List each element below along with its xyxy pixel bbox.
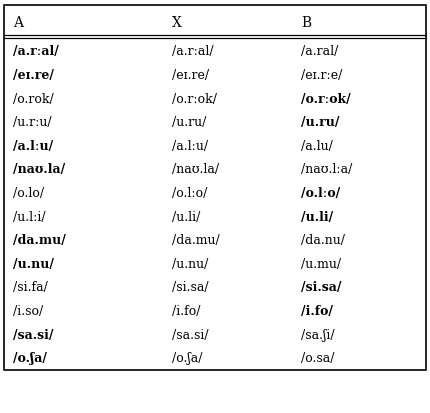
Text: /u.ru/: /u.ru/ (301, 116, 340, 129)
Bar (4, 6, 426, 370)
Text: /i.fo/: /i.fo/ (172, 304, 200, 317)
Text: /naʊ.lːa/: /naʊ.lːa/ (301, 163, 352, 176)
Text: X: X (172, 16, 182, 30)
Text: /sa.si/: /sa.si/ (13, 328, 53, 341)
Text: /o.sa/: /o.sa/ (301, 351, 335, 364)
Text: /si.sa/: /si.sa/ (172, 281, 209, 294)
Text: B: B (301, 16, 311, 30)
Text: /u.li/: /u.li/ (301, 210, 333, 223)
Text: /a.lːu/: /a.lːu/ (172, 140, 208, 152)
Text: /eɪ.re/: /eɪ.re/ (172, 69, 209, 82)
Text: /a.rːal/: /a.rːal/ (172, 45, 214, 58)
Text: /o.rːok/: /o.rːok/ (301, 93, 351, 105)
Text: /naʊ.la/: /naʊ.la/ (13, 163, 65, 176)
Text: /u.nu/: /u.nu/ (172, 257, 209, 270)
Text: /sa.si/: /sa.si/ (172, 328, 209, 341)
Text: /da.mu/: /da.mu/ (172, 234, 220, 247)
Text: /o.lo/: /o.lo/ (13, 187, 44, 199)
Text: A: A (13, 16, 23, 30)
Text: /da.nu/: /da.nu/ (301, 234, 345, 247)
Text: /a.ral/: /a.ral/ (301, 45, 338, 58)
Text: /u.ru/: /u.ru/ (172, 116, 206, 129)
Text: /i.so/: /i.so/ (13, 304, 43, 317)
Text: /o.lːo/: /o.lːo/ (172, 187, 207, 199)
Text: /u.li/: /u.li/ (172, 210, 200, 223)
Text: /sa.ʃi/: /sa.ʃi/ (301, 328, 335, 341)
Text: /u.rːu/: /u.rːu/ (13, 116, 52, 129)
Text: /o.ʃa/: /o.ʃa/ (172, 351, 203, 364)
Text: /i.fo/: /i.fo/ (301, 304, 333, 317)
Text: /u.mu/: /u.mu/ (301, 257, 341, 270)
Text: /eɪ.rːe/: /eɪ.rːe/ (301, 69, 342, 82)
Text: /o.ʃa/: /o.ʃa/ (13, 351, 47, 364)
Text: /eɪ.re/: /eɪ.re/ (13, 69, 54, 82)
Text: /si.sa/: /si.sa/ (301, 281, 341, 294)
Text: /u.nu/: /u.nu/ (13, 257, 54, 270)
Text: /a.rːal/: /a.rːal/ (13, 45, 59, 58)
Text: /si.fa/: /si.fa/ (13, 281, 48, 294)
Text: /u.lːi/: /u.lːi/ (13, 210, 46, 223)
Text: /o.rok/: /o.rok/ (13, 93, 54, 105)
Text: /a.lːu/: /a.lːu/ (13, 140, 53, 152)
Text: /da.mu/: /da.mu/ (13, 234, 66, 247)
Text: /naʊ.la/: /naʊ.la/ (172, 163, 219, 176)
Text: /o.rːok/: /o.rːok/ (172, 93, 217, 105)
Text: /a.lu/: /a.lu/ (301, 140, 333, 152)
Text: /o.lːo/: /o.lːo/ (301, 187, 340, 199)
